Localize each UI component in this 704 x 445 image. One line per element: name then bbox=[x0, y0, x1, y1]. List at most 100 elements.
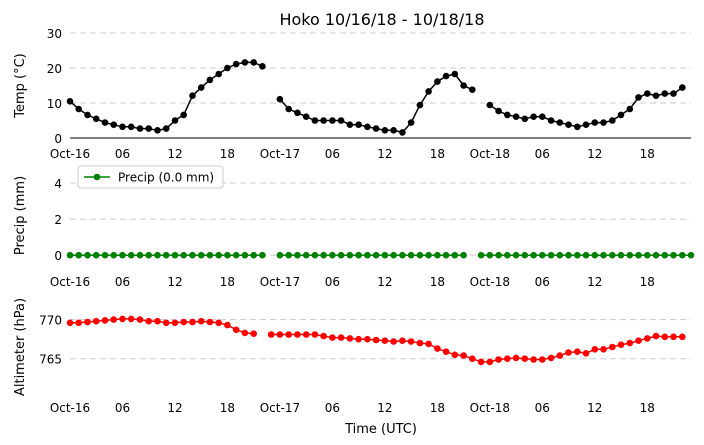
alt-data-point bbox=[66, 319, 74, 327]
temp-data-point bbox=[547, 117, 555, 124]
temp-data-point bbox=[84, 111, 91, 119]
temp-data-point bbox=[539, 113, 546, 120]
alt-data-point bbox=[84, 318, 91, 326]
precip-data-point bbox=[521, 251, 529, 259]
temp-data-point bbox=[486, 101, 494, 109]
temp-data-point bbox=[75, 105, 82, 113]
alt-data-point bbox=[574, 348, 581, 356]
alt-data-point bbox=[154, 317, 161, 325]
temp-data-point bbox=[101, 119, 109, 126]
alt-data-point bbox=[346, 335, 354, 342]
temp-data-point bbox=[355, 121, 362, 128]
temp-data-point bbox=[259, 63, 266, 70]
precip-data-point bbox=[285, 251, 293, 259]
alt-data-point bbox=[556, 352, 564, 359]
temp-data-point bbox=[635, 94, 642, 101]
temp-data-point bbox=[189, 92, 196, 99]
temp-data-point bbox=[136, 125, 144, 132]
legend-marker-swatch bbox=[93, 173, 101, 181]
temp-data-point bbox=[206, 76, 214, 84]
alt-data-point bbox=[215, 319, 222, 327]
precip-ytick-label: 0 bbox=[54, 249, 62, 263]
precip-data-point bbox=[381, 251, 389, 259]
temp-data-point bbox=[521, 115, 529, 123]
temp-data-point bbox=[110, 121, 117, 128]
alt-data-point bbox=[311, 331, 319, 338]
precip-data-point bbox=[232, 251, 240, 259]
precip-data-point bbox=[434, 251, 441, 259]
precip-data-point bbox=[127, 251, 135, 259]
alt-data-point bbox=[504, 355, 511, 363]
temp-data-point bbox=[469, 86, 476, 93]
temp-xtick-label: 18 bbox=[220, 147, 235, 161]
temp-data-point bbox=[311, 117, 319, 124]
precip-data-point bbox=[119, 251, 126, 259]
temp-data-point bbox=[119, 123, 126, 131]
precip-xtick-label: 18 bbox=[220, 275, 235, 289]
temp-data-point bbox=[250, 59, 257, 66]
precip-ytick-label: 4 bbox=[54, 177, 62, 191]
alt-data-point bbox=[206, 318, 214, 326]
alt-data-point bbox=[451, 351, 459, 359]
alt-data-point bbox=[644, 335, 651, 342]
precip-xtick-label: Oct-18 bbox=[470, 275, 510, 289]
legend-label: Precip (0.0 mm) bbox=[118, 171, 214, 185]
temp-data-point bbox=[565, 121, 572, 128]
temp-data-point bbox=[644, 90, 651, 97]
precip-data-point bbox=[346, 251, 354, 259]
temp-data-point bbox=[232, 60, 240, 68]
alt-data-point bbox=[92, 317, 100, 325]
precip-data-point bbox=[101, 251, 109, 259]
precip-data-point bbox=[495, 251, 502, 259]
alt-data-point bbox=[609, 343, 616, 351]
temp-ytick-label: 10 bbox=[47, 97, 62, 111]
alt-xtick-label: 06 bbox=[535, 401, 550, 415]
alt-data-point bbox=[617, 341, 625, 349]
temp-data-point bbox=[416, 101, 424, 109]
temp-data-point bbox=[180, 111, 187, 119]
alt-data-point bbox=[626, 339, 634, 347]
alt-data-point bbox=[600, 346, 607, 353]
precip-data-point bbox=[92, 251, 100, 259]
precip-xtick-label: 12 bbox=[377, 275, 392, 289]
precip-data-point bbox=[451, 251, 459, 259]
temp-xtick-label: 18 bbox=[640, 147, 655, 161]
precip-data-point bbox=[442, 251, 450, 259]
temp-data-point bbox=[617, 111, 625, 119]
precip-data-point bbox=[644, 251, 651, 259]
precip-data-point bbox=[626, 251, 634, 259]
precip-data-point bbox=[75, 251, 82, 259]
alt-data-point bbox=[320, 332, 327, 340]
temp-data-point bbox=[390, 127, 397, 134]
alt-data-point bbox=[539, 356, 546, 363]
precip-panel: 0 2 4 Precip (mm) Oct-16 06 12 18 Oct-17 06 12 18 Oc… bbox=[13, 165, 695, 289]
precip-data-point bbox=[110, 251, 117, 259]
temp-ytick-label: 20 bbox=[47, 62, 62, 76]
alt-data-point bbox=[171, 319, 179, 327]
precip-data-point bbox=[311, 251, 319, 259]
alt-data-point bbox=[119, 315, 126, 323]
temp-data-point bbox=[530, 113, 537, 120]
precip-data-point bbox=[337, 251, 345, 259]
precip-data-point bbox=[372, 251, 380, 259]
precip-data-point bbox=[407, 251, 415, 259]
alt-data-point bbox=[372, 336, 380, 344]
precip-data-point bbox=[215, 251, 222, 259]
temp-data-point bbox=[460, 82, 467, 89]
alt-data-point bbox=[302, 331, 310, 338]
temp-data-point bbox=[127, 123, 135, 131]
precip-data-point bbox=[241, 251, 249, 259]
precip-data-point bbox=[154, 251, 161, 259]
alt-xtick-label: Oct-18 bbox=[470, 401, 510, 415]
precip-data-point bbox=[661, 251, 669, 259]
alt-data-point bbox=[565, 349, 572, 356]
precip-data-point bbox=[171, 251, 179, 259]
temp-data-point bbox=[434, 78, 441, 85]
temp-data-point bbox=[241, 59, 249, 66]
precip-data-point bbox=[302, 251, 310, 259]
precip-data-point bbox=[66, 251, 74, 259]
precip-data-point bbox=[425, 251, 432, 259]
precip-data-point bbox=[145, 251, 152, 259]
alt-xtick-label: 12 bbox=[587, 401, 602, 415]
temp-data-point bbox=[600, 119, 607, 126]
